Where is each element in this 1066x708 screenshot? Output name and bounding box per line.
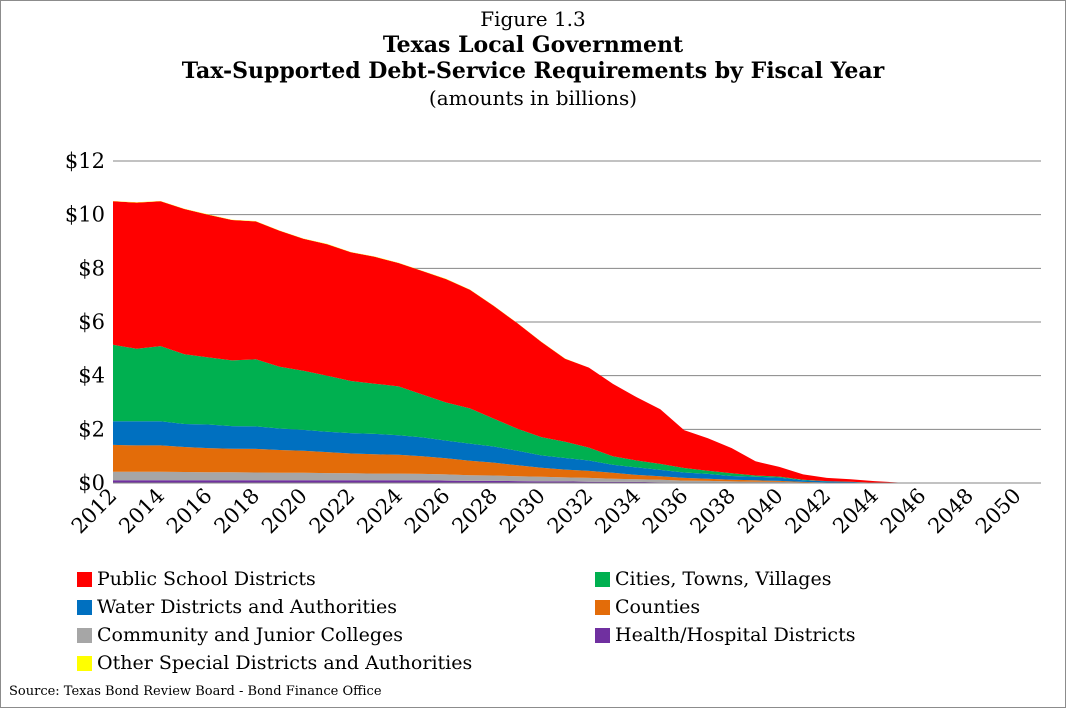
legend-swatch bbox=[595, 571, 610, 587]
legend-label: Community and Junior Colleges bbox=[97, 624, 403, 646]
x-tick-label: 2030 bbox=[495, 484, 550, 539]
x-tick-label: 2046 bbox=[876, 484, 931, 539]
source-note: Source: Texas Bond Review Board - Bond F… bbox=[9, 684, 382, 699]
legend-label: Cities, Towns, Villages bbox=[615, 568, 832, 590]
x-tick-label: 2014 bbox=[114, 484, 169, 539]
legend-item: Public School Districts bbox=[77, 568, 316, 590]
y-tick-label: $8 bbox=[78, 256, 105, 280]
x-tick-label: 2018 bbox=[210, 484, 265, 539]
y-tick-label: $10 bbox=[65, 203, 105, 227]
legend-item: Counties bbox=[595, 596, 700, 618]
legend-label: Counties bbox=[615, 596, 701, 618]
area-series-public-school-districts bbox=[113, 201, 1041, 484]
x-tick-label: 2048 bbox=[923, 484, 978, 539]
y-tick-label: $2 bbox=[78, 417, 105, 441]
figure-number: Figure 1.3 bbox=[480, 7, 586, 31]
legend-label: Water Districts and Authorities bbox=[97, 596, 398, 618]
area-series-counties bbox=[113, 444, 1041, 483]
x-tick-label: 2042 bbox=[781, 484, 836, 539]
legend-label: Health/Hospital Districts bbox=[615, 624, 856, 646]
area-series-health-hospital-districts bbox=[113, 480, 1041, 483]
legend-swatch bbox=[595, 627, 610, 643]
x-tick-label: 2034 bbox=[590, 484, 645, 539]
x-tick-label: 2022 bbox=[305, 484, 360, 539]
legend-item: Water Districts and Authorities bbox=[77, 596, 397, 618]
x-tick-label: 2026 bbox=[400, 484, 455, 539]
legend-label: Other Special Districts and Authorities bbox=[97, 652, 473, 674]
x-tick-label: 2036 bbox=[638, 484, 693, 539]
y-tick-label: $6 bbox=[78, 310, 105, 334]
legend-swatch bbox=[77, 599, 92, 615]
legend-item: Community and Junior Colleges bbox=[77, 624, 403, 646]
x-tick-label: 2040 bbox=[733, 484, 788, 539]
x-tick-label: 2024 bbox=[352, 484, 407, 539]
legend-item: Cities, Towns, Villages bbox=[595, 568, 831, 590]
x-tick-label: 2050 bbox=[971, 484, 1026, 539]
area-series-water-districts-and-authorities bbox=[113, 421, 1041, 483]
legend-swatch bbox=[77, 627, 92, 643]
y-tick-label: $0 bbox=[78, 471, 105, 495]
legend-item: Health/Hospital Districts bbox=[595, 624, 855, 646]
legend-swatch bbox=[595, 599, 610, 615]
x-tick-label: 2044 bbox=[828, 484, 883, 539]
chart-units-note: (amounts in billions) bbox=[428, 86, 638, 110]
area-series-community-and-junior-colleges bbox=[113, 471, 1041, 483]
legend-item: Other Special Districts and Authorities bbox=[77, 652, 472, 674]
x-tick-label: 2020 bbox=[257, 484, 312, 539]
legend-swatch bbox=[77, 655, 92, 671]
x-tick-label: 2032 bbox=[543, 484, 598, 539]
x-tick-label: 2038 bbox=[685, 484, 740, 539]
chart-subtitle: Tax-Supported Debt-Service Requirements … bbox=[181, 58, 885, 84]
x-tick-label: 2016 bbox=[162, 484, 217, 539]
legend-swatch bbox=[77, 571, 92, 587]
y-tick-label: $4 bbox=[78, 364, 105, 388]
chart-title: Texas Local Government bbox=[382, 32, 684, 58]
legend-label: Public School Districts bbox=[97, 568, 316, 590]
area-series-cities-towns-villages bbox=[113, 344, 1041, 483]
y-tick-label: $12 bbox=[65, 149, 105, 173]
x-tick-label: 2028 bbox=[447, 484, 502, 539]
